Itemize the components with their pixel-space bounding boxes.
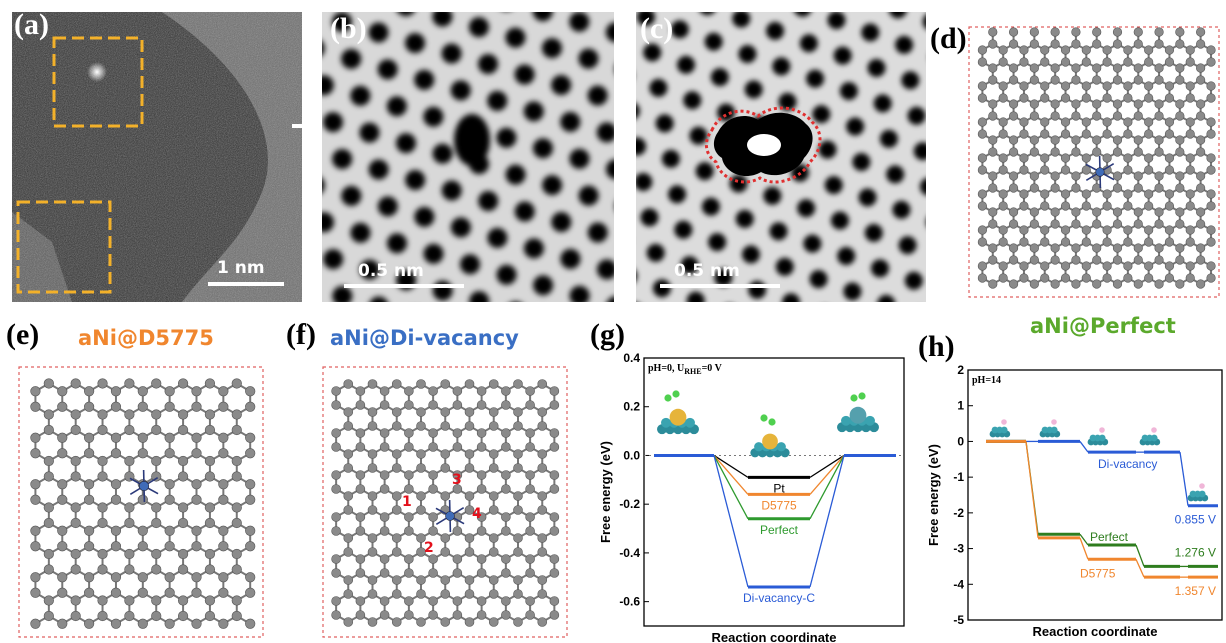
y-tick-label: -0.2 <box>619 497 640 511</box>
y-tick-label: 1 <box>957 399 964 413</box>
panel-label-d: (d) <box>930 22 967 55</box>
series-pt: Pt <box>654 453 896 495</box>
voltage-annotation: 1.276 V <box>1175 545 1216 559</box>
panel-g-chart: 0.4 0.2 0.0 -0.2 -0.4 -0.6 Free energy (eV) Rea… <box>600 340 920 643</box>
site-number-3: 3 <box>452 472 462 488</box>
condition-label: pH=0, URHE=0 V <box>648 363 723 376</box>
adsorption-icons <box>657 390 879 458</box>
chart-frame <box>967 369 1223 621</box>
scale-bar-c <box>660 284 780 288</box>
panel-c-image: 0.5 nm <box>636 12 926 302</box>
defect-outline <box>705 106 822 184</box>
y-tick-label: -1 <box>953 470 964 484</box>
site-number-2: 2 <box>424 540 434 556</box>
panel-d-structure <box>968 26 1220 298</box>
x-axis-label: Reaction coordinate <box>1033 624 1158 639</box>
title-e: aNi@D5775 <box>78 326 214 350</box>
site-number-1: 1 <box>402 494 412 510</box>
series-label: Perfect <box>760 523 799 537</box>
panel-label-c: (c) <box>640 12 674 45</box>
y-tick-label: -0.4 <box>619 546 640 560</box>
y-tick-label: -0.6 <box>619 595 640 609</box>
y-tick-label: -4 <box>953 577 964 591</box>
y-tick-label: 0.4 <box>623 351 640 365</box>
scale-label-b: 0.5 nm <box>358 261 424 281</box>
y-tick-label: 0.2 <box>623 400 640 414</box>
scale-bar-a <box>208 282 284 286</box>
voltage-annotation: 0.855 V <box>1175 513 1216 527</box>
panel-label-g: (g) <box>590 318 625 351</box>
panel-a-image: 1 nm <box>12 12 302 302</box>
panel-label-b: (b) <box>330 12 367 45</box>
panel-e-structure <box>18 366 264 638</box>
adsorption-icons <box>989 419 1209 502</box>
y-tick-label: 0 <box>957 434 964 448</box>
panel-label-h: (h) <box>918 330 955 363</box>
series-perfect: Perfect <box>654 453 896 537</box>
voltage-annotation: 1.357 V <box>1175 584 1216 598</box>
chart-frame <box>643 357 905 627</box>
panel-f-structure: 1 2 3 4 <box>322 366 568 638</box>
scale-bar-b <box>344 284 464 288</box>
series-di-vacancy-c: Di-vacancy-C <box>654 453 896 605</box>
series-label: Di-vacancy-C <box>743 591 815 605</box>
y-tick-label: 2 <box>957 363 964 377</box>
series-label: D5775 <box>1080 566 1116 580</box>
x-axis-label: Reaction coordinate <box>712 630 837 643</box>
y-tick-label: 0.0 <box>623 448 640 462</box>
y-tick-label: -3 <box>953 542 964 556</box>
series-label: Perfect <box>1090 530 1129 544</box>
series-label: Pt <box>773 481 785 495</box>
panel-label-a: (a) <box>14 8 49 41</box>
site-number-4: 4 <box>472 506 482 522</box>
y-tick-label: -2 <box>953 506 964 520</box>
highlight-box-top <box>52 36 144 128</box>
highlight-box-bottom <box>16 200 112 294</box>
series-di-vacancy: Di-vacancy 0.855 V <box>986 439 1218 527</box>
y-tick-label: -5 <box>953 613 964 627</box>
scale-label-c: 0.5 nm <box>674 261 740 281</box>
series-label: D5775 <box>761 498 797 512</box>
y-axis-label: Free energy (eV) <box>928 444 941 546</box>
title-h: aNi@Perfect <box>1030 314 1176 338</box>
title-f: aNi@Di-vacancy <box>330 326 519 350</box>
panel-h-chart: 2 1 0 -1 -2 -3 -4 -5 Free energy (eV) Reaction co… <box>928 352 1226 643</box>
panel-b-image: 0.5 nm <box>322 12 614 302</box>
condition-label: pH=14 <box>972 375 1001 386</box>
panel-label-f: (f) <box>286 318 316 351</box>
scale-label-a: 1 nm <box>217 258 265 278</box>
panel-label-e: (e) <box>6 318 40 351</box>
series-d5775: D5775 1.357 V <box>986 439 1218 598</box>
series-label: Di-vacancy <box>1098 457 1157 471</box>
y-axis-label: Free energy (eV) <box>600 441 613 543</box>
